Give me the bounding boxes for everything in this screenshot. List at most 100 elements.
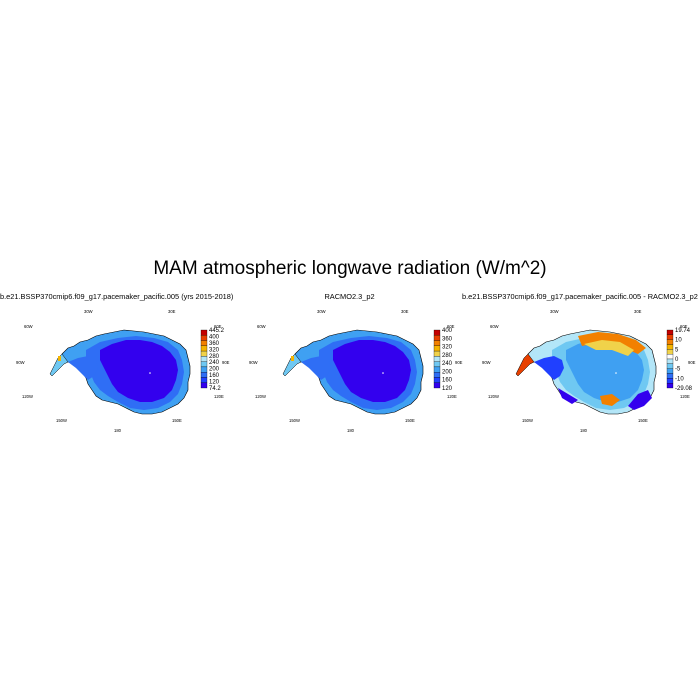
interior-plateau-region — [100, 340, 178, 402]
colorbar-segment — [666, 349, 674, 355]
longitude-label: 90W — [482, 360, 491, 365]
colorbar-tick-label: 120 — [442, 386, 453, 392]
warm-spot — [58, 356, 61, 361]
positive-anomaly-region — [600, 394, 620, 406]
longitude-label: 150W — [522, 418, 533, 423]
colorbar-tick-label: 0 — [675, 357, 679, 363]
longitude-label: 150W — [56, 418, 67, 423]
colorbar-segment — [433, 377, 441, 383]
longitude-label: 120W — [488, 394, 499, 399]
colorbar-segment — [666, 383, 674, 389]
panel-title: RACMO2.3_p2 — [324, 292, 375, 301]
west-antarctica-region — [68, 356, 98, 380]
longitude-label: 120E — [680, 394, 690, 399]
negative-anomaly-region — [628, 390, 652, 410]
longitude-label: 150E — [172, 418, 182, 423]
longitude-label: 30W — [84, 310, 93, 314]
colorbar-segment — [433, 382, 441, 389]
longitude-label: 180 — [347, 428, 355, 432]
longitude-label: 90W — [16, 360, 25, 365]
figure-title: MAM atmospheric longwave radiation (W/m^… — [153, 258, 547, 279]
colorbar-segment — [200, 372, 208, 378]
pole-marker — [149, 372, 151, 374]
peninsula-region — [282, 353, 302, 377]
colorbar-segment — [433, 350, 441, 357]
colorbar-segment — [433, 335, 441, 341]
colorbar-segment — [200, 350, 208, 357]
colorbar: 19.74 10 5 0 -5 -10 -29.08 — [666, 328, 693, 392]
colorbar-segment — [666, 378, 674, 384]
colorbar-segment — [200, 361, 208, 368]
colorbar-segment — [666, 354, 674, 360]
colorbar-tick-label: 240 — [442, 361, 453, 367]
longitude-label: 60E — [680, 324, 688, 329]
colorbar-tick-label: 5 — [675, 347, 679, 353]
longitude-label: 60E — [214, 324, 222, 329]
colorbar-segment — [200, 335, 208, 341]
longitude-label: 60E — [447, 324, 455, 329]
colorbar-segment — [433, 366, 441, 373]
longitude-label: 150W — [289, 418, 300, 423]
longitude-label: 30E — [634, 310, 642, 314]
colorbar-tick-label: 400 — [442, 328, 453, 334]
longitude-label: 30W — [317, 310, 326, 314]
colorbar-segment — [433, 345, 441, 352]
panel-title: b.e21.BSSP370cmip6.f09_g17.pacemaker_pac… — [462, 292, 698, 301]
colorbar-tick-label: 360 — [209, 341, 220, 347]
longitude-label: 60W — [490, 324, 499, 329]
map-group — [515, 329, 657, 415]
map-group — [49, 329, 191, 415]
colorbar-tick-label: 280 — [209, 354, 220, 360]
longitude-label: 180 — [114, 428, 122, 432]
peninsula-region — [49, 353, 69, 377]
colorbar-tick-label: 120 — [209, 380, 220, 386]
colorbar-segment — [433, 361, 441, 368]
positive-anomaly-region — [584, 340, 634, 356]
longitude-label: 30E — [401, 310, 409, 314]
longitude-label: 90E — [222, 360, 230, 365]
interior-plateau-region — [333, 340, 411, 402]
negative-anomaly-region — [534, 356, 564, 380]
longitude-label: 90E — [688, 360, 696, 365]
antarctica-map-racmo: 30W 30E 60W 60E 90W 90E 120W 120E 150W 150E 180 400… — [249, 310, 463, 432]
colorbar-segment — [433, 372, 441, 378]
colorbar-segment — [666, 368, 674, 374]
colorbar-tick-label: 360 — [442, 336, 453, 342]
colorbar-tick-label: 280 — [442, 353, 453, 359]
colorbar-tick-label: 200 — [209, 367, 220, 373]
colorbar-tick-label: 10 — [675, 338, 682, 344]
longitude-label: 30W — [550, 310, 559, 314]
longitude-label: 120W — [22, 394, 33, 399]
map-group — [282, 329, 424, 415]
colorbar-segment — [200, 329, 208, 336]
peninsula-region — [515, 353, 535, 377]
west-antarctica-region — [301, 356, 331, 380]
longitude-label: 30E — [168, 310, 176, 314]
antarctica-map-difference: 30W 30E 60W 60E 90W 90E 120W 120E 150W 150E 180 19.… — [482, 310, 696, 432]
panel-model: b.e21.BSSP370cmip6.f09_g17.pacemaker_pac… — [0, 292, 233, 432]
colorbar-segment — [200, 377, 208, 383]
longitude-label: 150E — [405, 418, 415, 423]
colorbar-tick-label: 160 — [209, 373, 220, 379]
colorbar-segment — [666, 339, 674, 345]
colorbar-tick-label: 19.74 — [675, 328, 691, 334]
colorbar-tick-label: 445.2 — [209, 328, 225, 334]
colorbar: 400 360 320 280 240 200 160 120 — [433, 328, 453, 392]
colorbar-tick-label: -5 — [675, 367, 681, 373]
interior-plateau-region — [566, 340, 644, 402]
colorbar-segment — [433, 329, 441, 336]
colorbar-tick-label: -29.08 — [675, 386, 693, 392]
longitude-label: 120E — [214, 394, 224, 399]
longitude-label: 90W — [249, 360, 258, 365]
longitude-label: 60W — [24, 324, 33, 329]
colorbar-tick-label: 74.2 — [209, 386, 221, 392]
panel-racmo: RACMO2.3_p2 30W 30E 60W 60E 90W 90E 120W 120E 15… — [233, 292, 466, 432]
colorbar-tick-label: 240 — [209, 360, 220, 366]
colorbar-segment — [200, 356, 208, 362]
panel-title: b.e21.BSSP370cmip6.f09_g17.pacemaker_pac… — [0, 292, 234, 301]
colorbar-segment — [666, 334, 674, 340]
colorbar-segment — [666, 329, 674, 335]
colorbar-segment — [666, 373, 674, 379]
negative-anomaly-region — [558, 388, 578, 404]
